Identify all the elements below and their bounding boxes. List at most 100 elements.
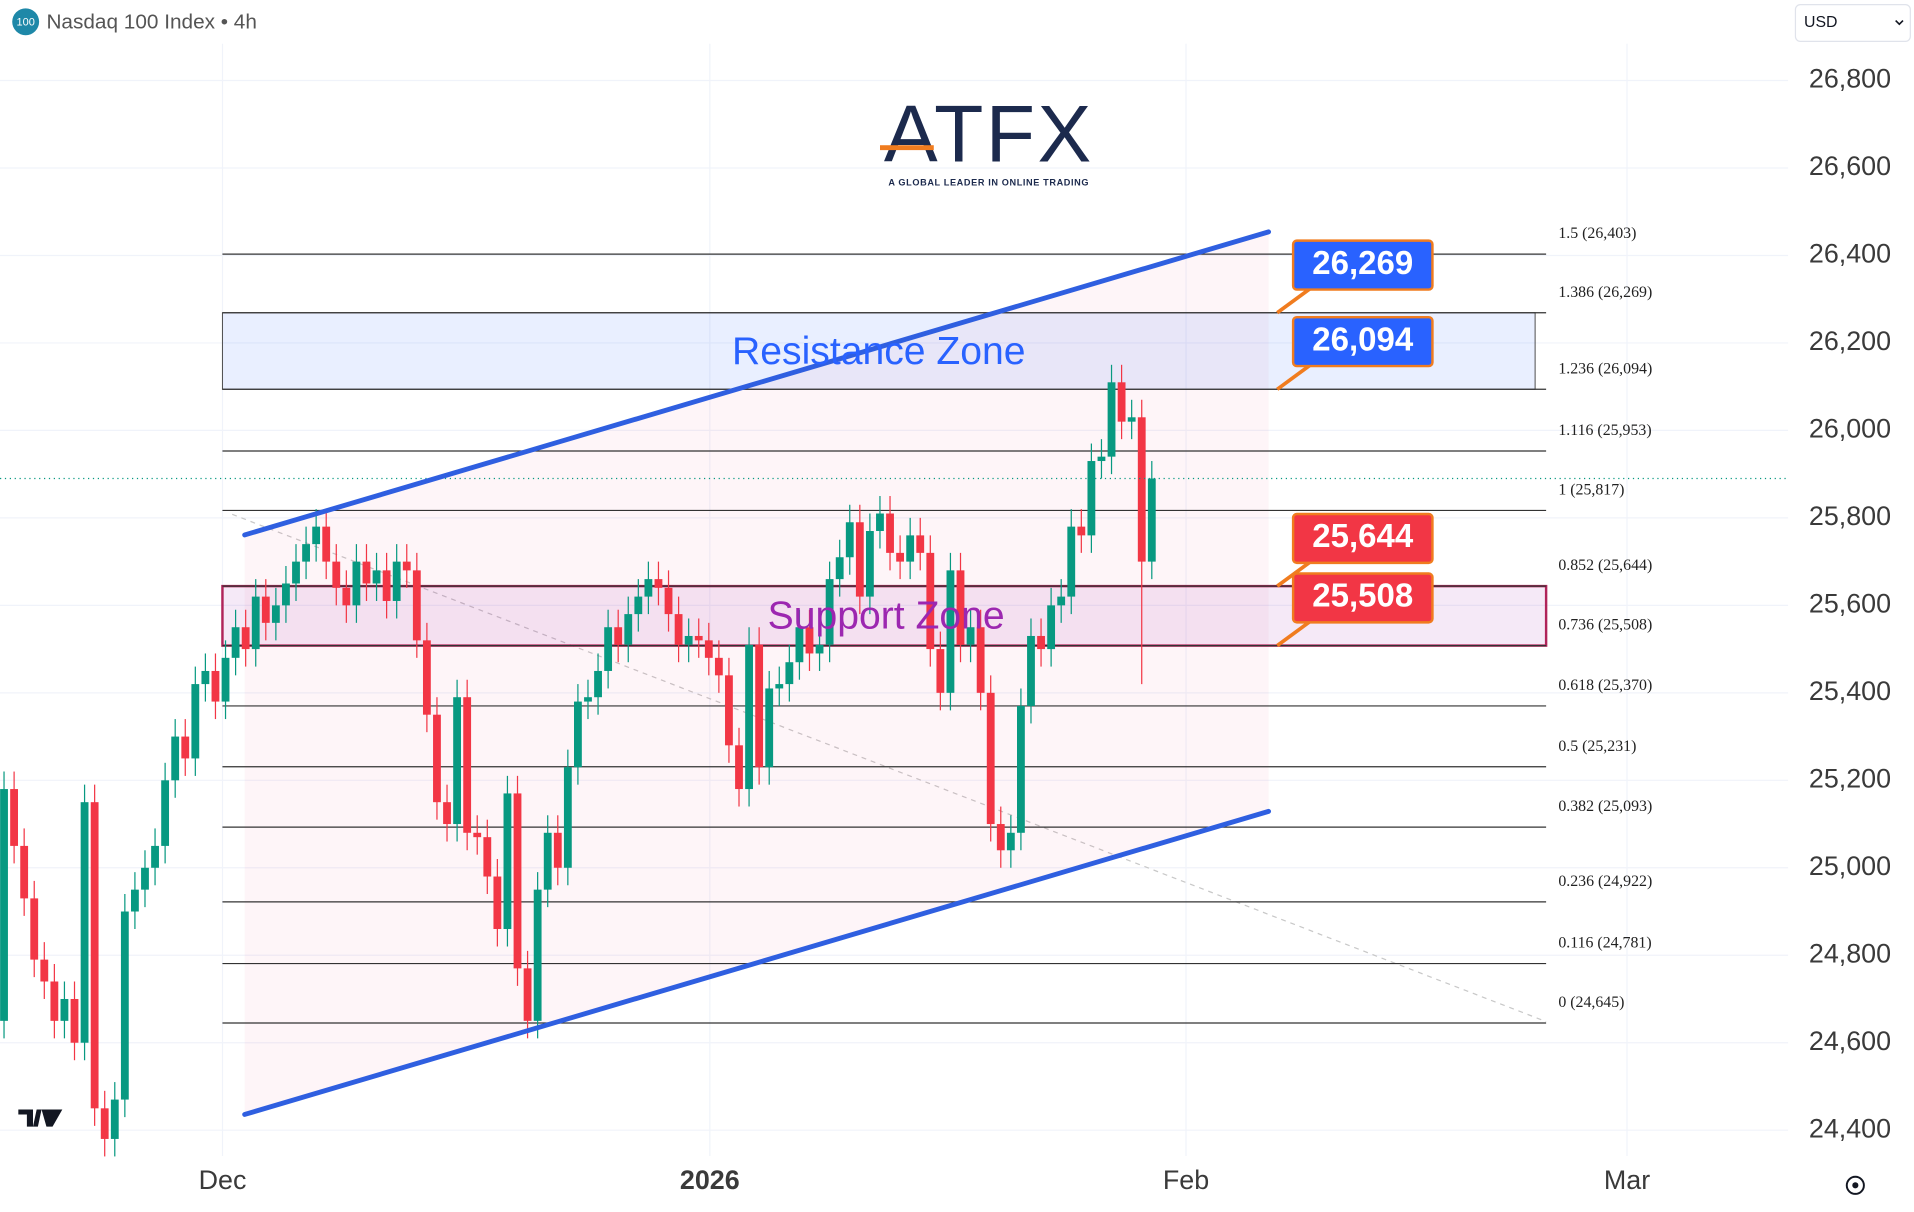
candle-body bbox=[664, 587, 673, 615]
callout-box bbox=[1291, 512, 1434, 565]
fib-label: 0.382 (25,093) bbox=[1558, 798, 1652, 815]
callout-label: 26,269 bbox=[1312, 244, 1413, 281]
candle-body bbox=[110, 1099, 119, 1139]
candle-body bbox=[352, 561, 361, 606]
callout-label: 26,094 bbox=[1312, 320, 1414, 357]
candle-body bbox=[765, 688, 774, 768]
y-tick-label: 26,000 bbox=[1809, 414, 1891, 444]
candle-body bbox=[1047, 605, 1056, 650]
candle-body bbox=[634, 596, 643, 615]
candle-body bbox=[312, 526, 321, 545]
candle-body bbox=[1137, 417, 1146, 562]
candle-body bbox=[1067, 526, 1076, 597]
tv-logo bbox=[18, 1109, 63, 1127]
candle-body bbox=[1037, 635, 1045, 650]
y-tick-label: 25,200 bbox=[1809, 763, 1891, 793]
candle-body bbox=[1087, 461, 1096, 536]
candle-body bbox=[966, 627, 975, 645]
callout-label: 25,508 bbox=[1312, 577, 1413, 614]
candle-body bbox=[865, 531, 874, 597]
badge-text: 100 bbox=[16, 16, 34, 28]
candle-body bbox=[604, 627, 613, 671]
candle-body bbox=[362, 561, 371, 584]
candle-body bbox=[302, 544, 310, 562]
candle-body bbox=[271, 605, 280, 623]
candle-body bbox=[251, 596, 260, 650]
candle-body bbox=[735, 745, 743, 790]
candle-body bbox=[181, 736, 190, 759]
logo-tagline: A GLOBAL LEADER IN ONLINE TRADING bbox=[888, 178, 1089, 188]
candle-body bbox=[80, 802, 89, 1043]
y-tick-label: 26,400 bbox=[1809, 239, 1891, 269]
candle-body bbox=[785, 662, 794, 685]
candle-body bbox=[50, 981, 59, 1021]
candle-body bbox=[40, 959, 49, 982]
y-tick-label: 24,800 bbox=[1809, 938, 1891, 968]
candle-body bbox=[161, 780, 170, 846]
candle-body bbox=[714, 657, 723, 676]
candle-body bbox=[594, 670, 602, 698]
candle-body bbox=[533, 889, 542, 1021]
candle-body bbox=[463, 697, 472, 833]
candle-body bbox=[523, 968, 532, 1021]
y-tick-label: 26,800 bbox=[1809, 64, 1891, 94]
candle-body bbox=[926, 552, 935, 650]
settings-icon[interactable] bbox=[1845, 1175, 1865, 1195]
channel-line bbox=[242, 229, 1272, 538]
candle-body bbox=[332, 561, 341, 588]
fib-label: 0.618 (25,370) bbox=[1558, 677, 1652, 694]
y-tick-label: 24,600 bbox=[1809, 1026, 1891, 1056]
candle-body bbox=[261, 596, 270, 623]
candle-body bbox=[896, 552, 905, 562]
candle-body bbox=[342, 587, 351, 606]
x-tick-label: Dec bbox=[199, 1165, 247, 1195]
zone-label: Support Zone bbox=[768, 595, 1005, 638]
candle-body bbox=[855, 522, 864, 597]
candle-body bbox=[392, 561, 401, 601]
y-tick-label: 25,800 bbox=[1809, 501, 1891, 531]
candle-body bbox=[1147, 478, 1156, 562]
currency-select[interactable] bbox=[1794, 4, 1911, 42]
y-tick-label: 24,400 bbox=[1809, 1113, 1891, 1143]
candle-body bbox=[835, 557, 844, 580]
dropdown-caret bbox=[1895, 19, 1904, 26]
logo: ATFX A GLOBAL LEADER IN ONLINE TRADING bbox=[880, 90, 1091, 188]
candle-body bbox=[976, 627, 985, 693]
candle-body bbox=[704, 640, 713, 658]
candle-body bbox=[1107, 382, 1116, 457]
candle-body bbox=[1127, 417, 1136, 422]
candle-body bbox=[553, 832, 562, 868]
dashed-trend bbox=[232, 513, 1547, 1023]
fib-label: 1.116 (25,953) bbox=[1558, 422, 1651, 439]
y-tick-label: 25,400 bbox=[1809, 676, 1891, 706]
candle-body bbox=[543, 832, 552, 890]
candle-body bbox=[191, 684, 200, 759]
callout-box bbox=[1291, 315, 1434, 368]
candle-body bbox=[1017, 705, 1025, 833]
candle-body bbox=[936, 649, 945, 693]
candle-body bbox=[694, 635, 703, 641]
fib-label: 0 (24,645) bbox=[1558, 994, 1624, 1011]
y-tick-label: 26,600 bbox=[1809, 151, 1891, 181]
candle-body bbox=[775, 684, 784, 689]
candle-body bbox=[60, 998, 69, 1021]
candle-body bbox=[151, 845, 159, 868]
candle-body bbox=[10, 789, 19, 846]
candle-body bbox=[493, 876, 502, 930]
fib-label: 0.5 (25,231) bbox=[1558, 738, 1636, 755]
header: 100 Nasdaq 100 Index • 4h USD bbox=[12, 4, 1911, 42]
x-tick-label: 2026 bbox=[680, 1165, 740, 1195]
candle-body bbox=[292, 561, 300, 584]
logo-accent bbox=[880, 145, 934, 151]
candle-body bbox=[90, 802, 99, 1109]
candle-body bbox=[725, 675, 733, 746]
candle-body bbox=[241, 627, 250, 650]
candle-body bbox=[876, 513, 884, 532]
x-tick-label: Feb bbox=[1163, 1165, 1209, 1195]
candle-body bbox=[815, 644, 824, 654]
y-tick-label: 25,000 bbox=[1809, 851, 1891, 881]
candle-body bbox=[30, 898, 39, 960]
zone-label: Resistance Zone bbox=[732, 330, 1025, 373]
candle-body bbox=[120, 911, 129, 1100]
fib-label: 0.736 (25,508) bbox=[1558, 617, 1652, 634]
